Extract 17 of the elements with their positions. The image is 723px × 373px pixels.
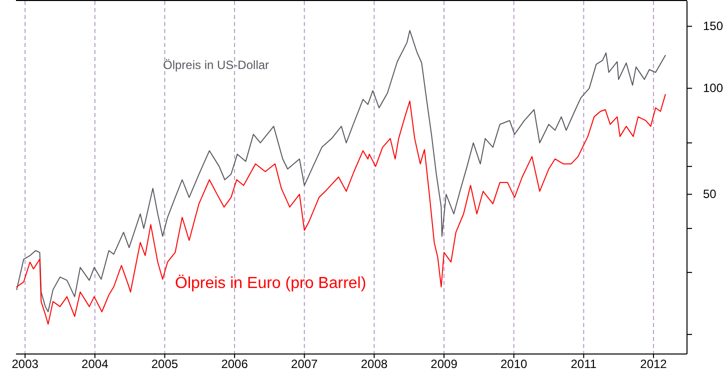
x-tick-label: 2003 bbox=[12, 357, 39, 372]
y-tick-label: 50 bbox=[703, 187, 717, 202]
line-series bbox=[16, 30, 666, 312]
x-tick-label: 2012 bbox=[640, 357, 668, 372]
y-tick-label: 100 bbox=[703, 81, 723, 96]
series-label: Ölpreis in Euro (pro Barrel) bbox=[175, 274, 366, 292]
x-tick-label: 2009 bbox=[430, 357, 458, 372]
y-tick-label: 150 bbox=[703, 19, 723, 34]
x-tick-label: 2006 bbox=[221, 357, 248, 372]
x-tick-label: 2010 bbox=[500, 357, 528, 372]
x-tick-label: 2008 bbox=[360, 357, 388, 372]
x-tick-label: 2004 bbox=[82, 357, 109, 372]
x-tick-label: 2011 bbox=[570, 357, 597, 372]
x-tick-label: 2005 bbox=[151, 357, 178, 372]
line-series bbox=[16, 94, 666, 325]
x-tick-label: 2007 bbox=[291, 357, 318, 372]
text: Ölpreis in US-Dollar bbox=[163, 58, 270, 72]
